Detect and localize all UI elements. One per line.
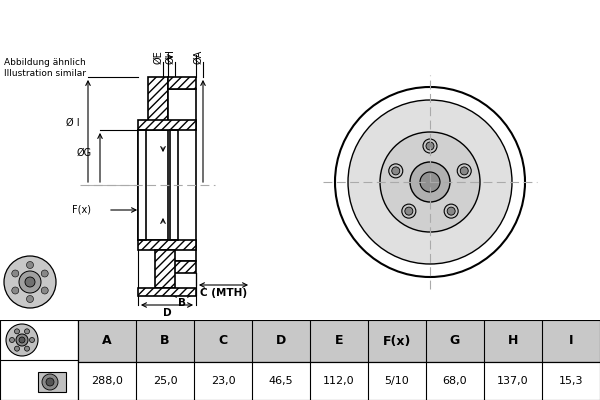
Text: 23,0: 23,0 [211,376,235,386]
Text: 25,0: 25,0 [152,376,178,386]
Circle shape [460,167,468,175]
Text: 68,0: 68,0 [443,376,467,386]
Text: ØA: ØA [193,50,203,64]
Circle shape [16,334,28,346]
Circle shape [10,338,14,342]
Bar [170,130,178,240]
Circle shape [389,164,403,178]
Circle shape [25,277,35,287]
Text: Ø I: Ø I [67,118,80,128]
Circle shape [420,172,440,192]
Bar [78,362,600,400]
Circle shape [423,139,437,153]
Circle shape [457,164,471,178]
Circle shape [41,287,48,294]
Circle shape [447,207,455,215]
Bar [138,130,178,240]
Text: C: C [218,334,227,348]
Text: F(x): F(x) [72,205,91,215]
Text: 137,0: 137,0 [497,376,529,386]
Bar [38,372,66,392]
Bar [78,320,600,362]
Circle shape [444,204,458,218]
Text: D: D [163,308,172,318]
Circle shape [26,262,34,268]
Circle shape [4,256,56,308]
Circle shape [14,346,19,351]
Bar [138,288,196,296]
Text: G: G [450,334,460,348]
Text: 15,3: 15,3 [559,376,583,386]
Bar [168,261,196,273]
Text: B: B [178,298,186,308]
Text: E: E [335,334,343,348]
Text: D: D [276,334,286,348]
Bar [155,250,175,288]
Circle shape [26,296,34,302]
Bar [138,240,196,250]
Circle shape [12,270,19,277]
Text: 5/10: 5/10 [385,376,409,386]
Text: Illustration similar: Illustration similar [4,69,86,78]
Circle shape [6,324,38,356]
Text: 288,0: 288,0 [91,376,123,386]
Text: F(x): F(x) [383,334,411,348]
Text: 46,5: 46,5 [269,376,293,386]
Text: H: H [508,334,518,348]
Circle shape [19,337,25,343]
Bar [170,130,178,240]
Circle shape [29,338,35,342]
Bar [138,130,146,240]
Circle shape [19,271,41,293]
Circle shape [348,100,512,264]
Text: 525171: 525171 [376,15,464,35]
Text: Abbildung ähnlich: Abbildung ähnlich [4,58,86,67]
Circle shape [402,204,416,218]
Text: ØE: ØE [153,50,163,64]
Text: A: A [102,334,112,348]
Circle shape [46,378,54,386]
Circle shape [426,142,434,150]
Bar [168,89,196,261]
Text: B: B [160,334,170,348]
Bar [168,77,196,89]
Circle shape [410,162,450,202]
Circle shape [25,329,29,334]
Circle shape [14,329,19,334]
Circle shape [25,346,29,351]
Circle shape [380,132,480,232]
Bar [138,120,196,130]
Text: I: I [569,334,573,348]
Text: ØH: ØH [165,50,175,64]
Circle shape [392,167,400,175]
Circle shape [12,287,19,294]
Text: C (MTH): C (MTH) [200,288,247,298]
Bar [148,77,168,130]
Bar [0,320,78,400]
Text: 112,0: 112,0 [323,376,355,386]
Circle shape [42,374,58,390]
Circle shape [41,270,48,277]
Circle shape [405,207,413,215]
Circle shape [335,87,525,277]
Bar [138,130,146,240]
Text: 24.0325-0171.1: 24.0325-0171.1 [128,15,312,35]
Text: ØG: ØG [77,148,92,158]
